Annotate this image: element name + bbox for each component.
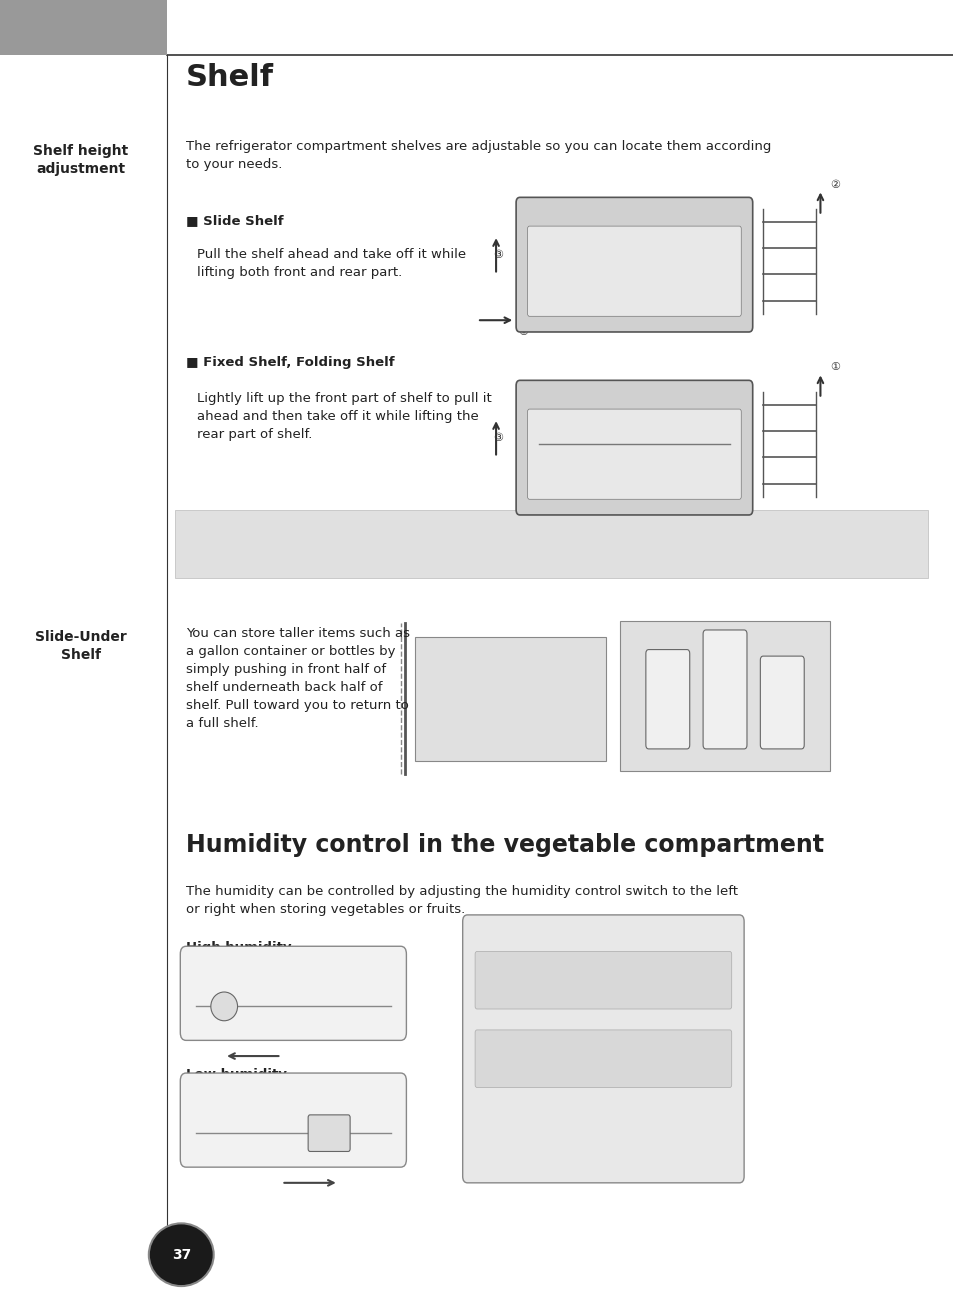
FancyBboxPatch shape <box>475 951 731 1009</box>
Text: High ······· | ······· Low: High ······· | ······· Low <box>195 988 274 997</box>
FancyBboxPatch shape <box>702 630 746 749</box>
FancyBboxPatch shape <box>645 650 689 749</box>
Text: ③: ③ <box>493 433 502 443</box>
Text: Slide-Under
Shelf: Slide-Under Shelf <box>35 630 127 663</box>
FancyBboxPatch shape <box>619 621 829 771</box>
Text: 37: 37 <box>172 1248 191 1261</box>
Text: The refrigerator compartment shelves are adjustable so you can locate them accor: The refrigerator compartment shelves are… <box>186 140 771 171</box>
Text: ■ Slide Shelf: ■ Slide Shelf <box>186 214 283 227</box>
FancyBboxPatch shape <box>462 915 743 1183</box>
Text: ■ Fixed Shelf, Folding Shelf: ■ Fixed Shelf, Folding Shelf <box>186 356 395 369</box>
Text: Pull the shelf ahead and take off it while
lifting both front and rear part.: Pull the shelf ahead and take off it whi… <box>197 248 466 280</box>
Text: Humidity control in the vegetable compartment: Humidity control in the vegetable compar… <box>186 833 823 856</box>
FancyBboxPatch shape <box>760 656 803 749</box>
Text: Humidity Control: Humidity Control <box>524 948 578 953</box>
FancyBboxPatch shape <box>527 409 740 499</box>
Text: ①: ① <box>517 327 527 337</box>
FancyBboxPatch shape <box>174 510 927 578</box>
Text: The humidity can be controlled by adjusting the humidity control switch to the l: The humidity can be controlled by adjust… <box>186 885 738 916</box>
FancyBboxPatch shape <box>516 197 752 332</box>
FancyBboxPatch shape <box>415 637 605 761</box>
Text: Shelf height
adjustment: Shelf height adjustment <box>33 144 129 176</box>
Text: Low humidity: Low humidity <box>186 1068 287 1081</box>
Text: You can store taller items such as
a gallon container or bottles by
simply pushi: You can store taller items such as a gal… <box>186 627 410 731</box>
Ellipse shape <box>211 992 237 1021</box>
Text: High humidity: High humidity <box>186 941 292 954</box>
Text: ②: ② <box>534 545 543 555</box>
Text: • Make sure the shelf is horizontal. If not, it may drop.: • Make sure the shelf is horizontal. If … <box>184 541 522 554</box>
Text: Shelf: Shelf <box>186 63 274 91</box>
Text: NOTE: NOTE <box>184 518 222 531</box>
FancyBboxPatch shape <box>0 0 167 55</box>
FancyBboxPatch shape <box>180 946 406 1040</box>
Text: ③: ③ <box>493 250 502 260</box>
Text: High ······· | ······· Low: High ······· | ······· Low <box>195 1115 274 1124</box>
Text: Lightly lift up the front part of shelf to pull it
ahead and then take off it wh: Lightly lift up the front part of shelf … <box>197 392 492 440</box>
FancyBboxPatch shape <box>516 380 752 515</box>
Text: Operation: Operation <box>8 18 109 37</box>
Text: ②: ② <box>829 179 839 190</box>
FancyBboxPatch shape <box>527 226 740 316</box>
FancyBboxPatch shape <box>308 1115 350 1151</box>
FancyBboxPatch shape <box>180 1073 406 1167</box>
Text: Humidity Control: Humidity Control <box>260 1094 326 1103</box>
FancyBboxPatch shape <box>475 1030 731 1087</box>
Text: ①: ① <box>829 362 839 372</box>
Ellipse shape <box>149 1223 213 1286</box>
Text: Humidity Control: Humidity Control <box>260 967 326 976</box>
